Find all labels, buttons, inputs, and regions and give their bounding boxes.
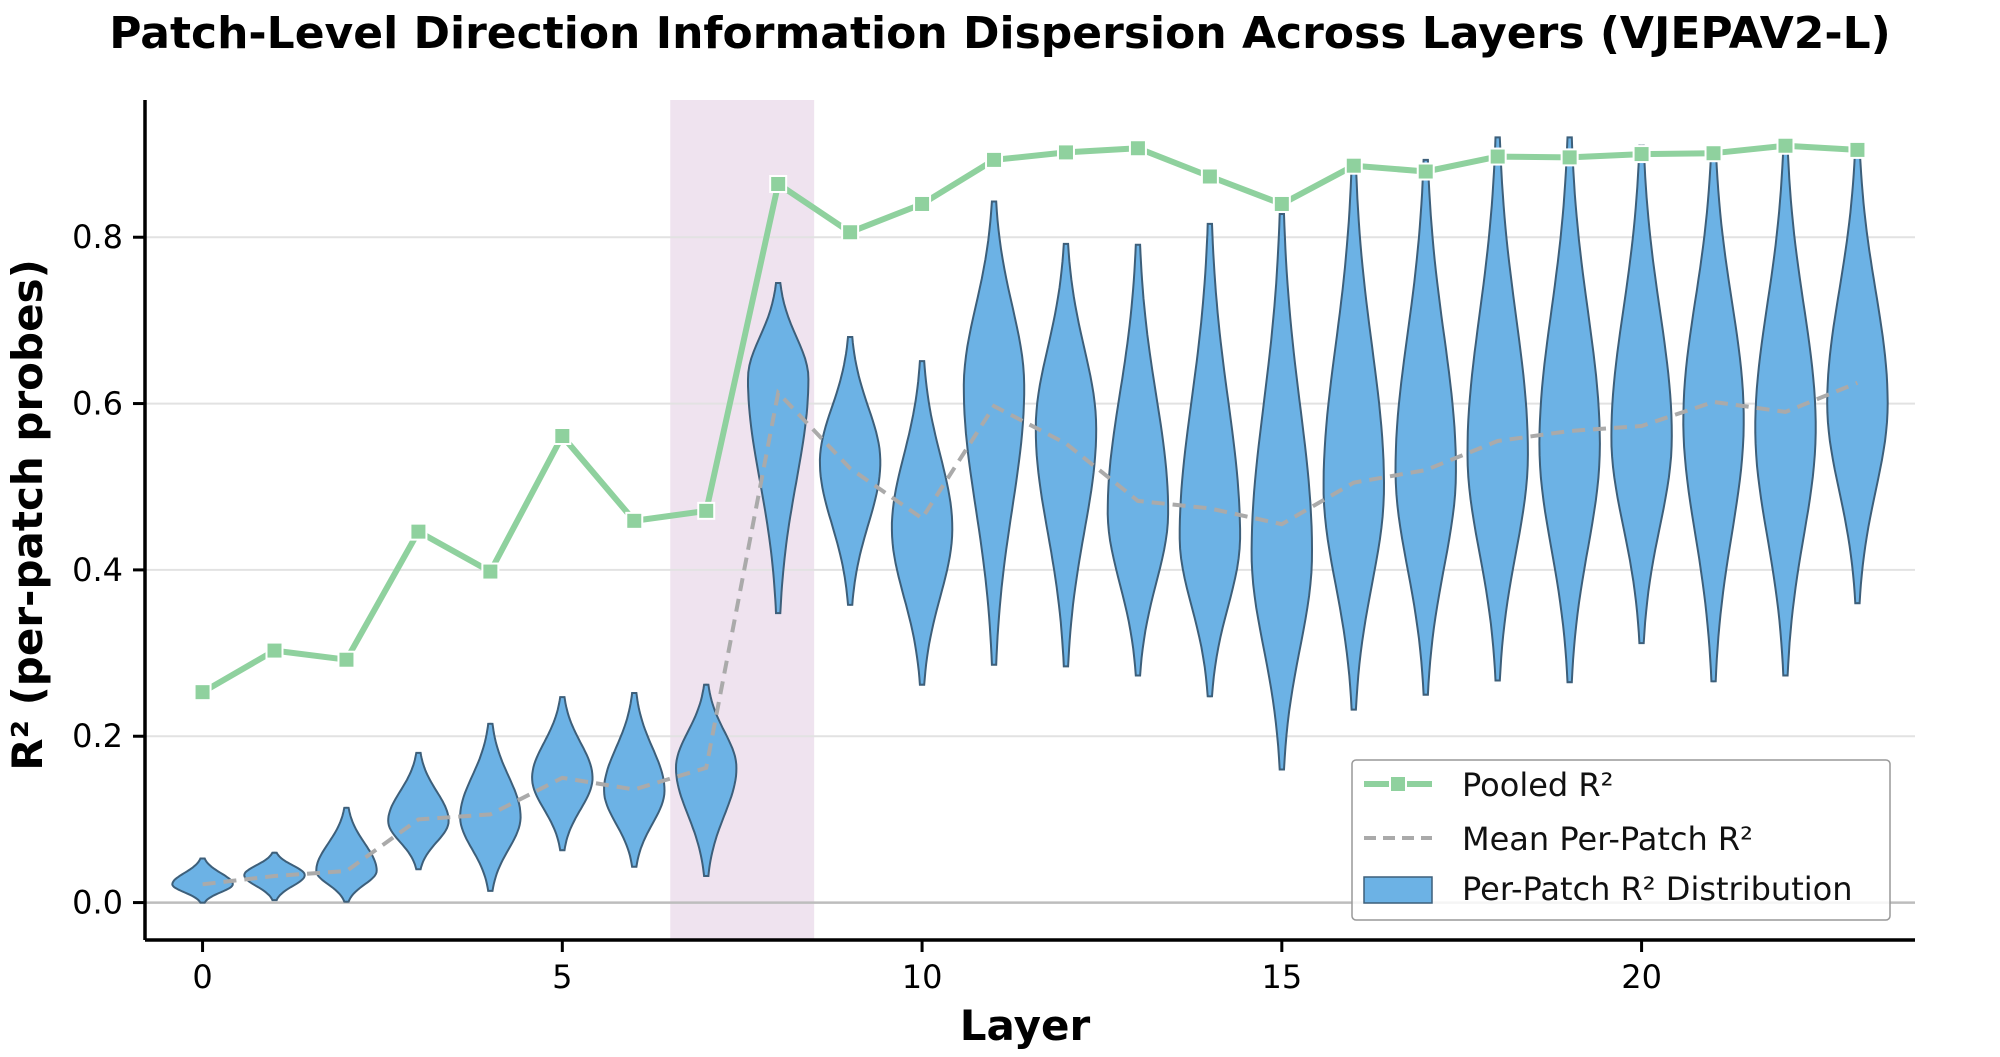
- pooled-marker-20: [1632, 145, 1651, 164]
- legend-label-pooled: Pooled R²: [1462, 766, 1613, 804]
- violin-layer-10: [890, 360, 954, 686]
- pooled-marker-4: [481, 562, 500, 581]
- violin-layer-2: [315, 806, 378, 903]
- violin-layer-21: [1682, 144, 1745, 683]
- violin-layer-14: [1178, 222, 1242, 698]
- pooled-marker-14: [1200, 167, 1219, 186]
- y-tick-label-2: 0.4: [72, 551, 123, 589]
- y-tick-label-1: 0.2: [72, 717, 123, 755]
- violin-layer-11: [962, 200, 1026, 666]
- violin-layer-20: [1610, 144, 1673, 645]
- line-series: [193, 136, 1867, 887]
- violin-layer-9: [818, 335, 882, 606]
- legend-box: [1351, 759, 1891, 921]
- x-tick-label-0: 0: [192, 958, 212, 996]
- pooled-marker-18: [1488, 147, 1507, 166]
- pooled-marker-23: [1848, 140, 1867, 159]
- x-tick-label-5: 5: [552, 958, 572, 996]
- legend-label-mean: Mean Per-Patch R²: [1462, 820, 1753, 858]
- legend-entry-mean: Mean Per-Patch R²: [1364, 820, 1753, 858]
- violin-layer-5: [531, 696, 594, 852]
- violin-layer-7: [674, 683, 738, 878]
- legend-swatch-violin: [1363, 876, 1433, 904]
- pooled-marker-17: [1416, 162, 1435, 181]
- pooled-line: [201, 142, 1858, 695]
- violin-layer-8: [747, 281, 810, 615]
- pooled-marker-5: [553, 427, 572, 445]
- violin-layer-4: [459, 722, 522, 892]
- chart-title: Patch-Level Direction Information Disper…: [109, 8, 1891, 59]
- pooled-marker-16: [1344, 156, 1363, 175]
- legend-label-violin: Per-Patch R² Distribution: [1462, 870, 1852, 908]
- pooled-marker-21: [1704, 144, 1723, 163]
- pooled-marker-7: [697, 501, 716, 520]
- violin-layer-6: [603, 691, 666, 868]
- axes: [143, 100, 1915, 942]
- pooled-marker-6: [625, 511, 644, 530]
- legend: Pooled R² Mean Per-Patch R² Per-Patch R²…: [1351, 759, 1891, 921]
- legend-entry-pooled: Pooled R²: [1364, 766, 1613, 804]
- violin-layer-17: [1394, 158, 1457, 696]
- pooled-marker-19: [1560, 148, 1579, 167]
- y-axis-label: R² (per-patch probes): [3, 259, 52, 771]
- violin-series: [171, 136, 1889, 904]
- pooled-marker-12: [1056, 143, 1075, 162]
- violin-layer-19: [1538, 136, 1601, 684]
- x-tick-label-20: 20: [1621, 958, 1662, 996]
- pooled-marker-15: [1272, 194, 1291, 213]
- pooled-marker-3: [409, 522, 428, 541]
- violin-layer-18: [1466, 136, 1529, 682]
- violin-layer-16: [1322, 163, 1386, 711]
- x-tick-label-15: 15: [1261, 958, 1302, 996]
- y-tick-label-3: 0.6: [72, 385, 123, 423]
- pooled-marker-1: [265, 641, 284, 660]
- legend-marker-pooled: [1389, 775, 1407, 793]
- pooled-marker-13: [1128, 139, 1147, 158]
- x-axis-label: Layer: [960, 1001, 1091, 1050]
- pooled-marker-2: [337, 650, 356, 669]
- pooled-marker-10: [913, 194, 932, 213]
- violin-layer-15: [1250, 212, 1314, 771]
- pooled-marker-11: [985, 150, 1004, 169]
- violin-layer-23: [1826, 144, 1889, 605]
- pooled-marker-9: [841, 223, 860, 242]
- x-tick-label-10: 10: [902, 958, 943, 996]
- tick-labels: 0 5 10 15 20 0.0 0.2 0.4 0.6 0.8: [72, 218, 1662, 996]
- mean-per-patch-line: [202, 380, 1859, 887]
- pooled-marker-8: [769, 175, 788, 193]
- legend-entry-violin: Per-Patch R² Distribution: [1363, 870, 1852, 908]
- y-tick-label-0: 0.0: [72, 884, 123, 922]
- pooled-marker-0: [193, 683, 212, 702]
- violin-layer-12: [1034, 242, 1098, 668]
- violin-layer-0: [171, 857, 234, 904]
- violin-layer-3: [387, 751, 450, 871]
- y-tick-label-4: 0.8: [72, 218, 123, 256]
- violin-layer-13: [1106, 243, 1170, 677]
- pooled-marker-22: [1776, 136, 1795, 155]
